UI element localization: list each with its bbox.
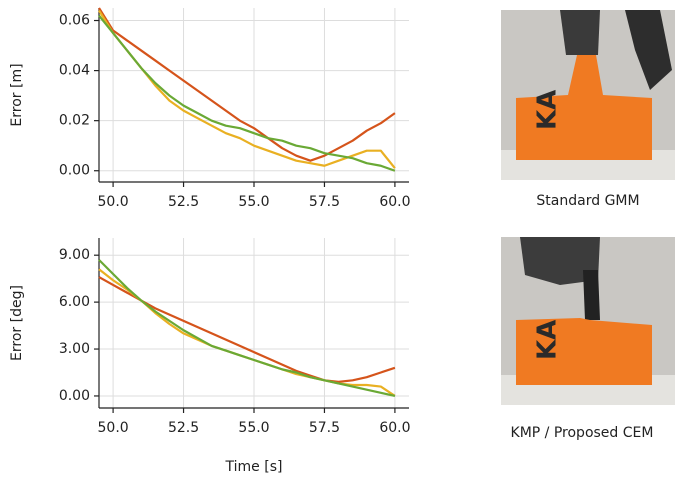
x-tick-label: 57.5 xyxy=(309,194,340,210)
y-tick-label: 9.00 xyxy=(59,247,90,263)
svg-text:KA: KA xyxy=(533,90,563,130)
image-caption: Standard GMM xyxy=(536,193,639,209)
x-tick-label: 55.0 xyxy=(238,194,269,210)
photo-kmp-cem: KA xyxy=(501,237,675,405)
data-line xyxy=(98,268,396,397)
photo-standard-gmm: KA xyxy=(501,10,675,180)
svg-text:KA: KA xyxy=(533,320,563,360)
data-line xyxy=(98,276,396,383)
data-line xyxy=(98,9,396,169)
y-axis-label: Error [deg] xyxy=(9,285,25,361)
x-tick-label: 60.0 xyxy=(379,420,410,436)
y-tick-label: 0.04 xyxy=(59,63,90,79)
y-tick-label: 3.00 xyxy=(59,341,90,357)
x-tick-label: 55.0 xyxy=(238,420,269,436)
data-line xyxy=(98,14,396,172)
y-tick-label: 0.00 xyxy=(59,388,90,404)
x-axis-label: Time [s] xyxy=(225,459,283,475)
y-tick-label: 6.00 xyxy=(59,294,90,310)
y-axis-label: Error [m] xyxy=(9,63,25,126)
y-tick-label: 0.06 xyxy=(59,13,90,29)
x-tick-label: 52.5 xyxy=(168,420,199,436)
x-tick-label: 60.0 xyxy=(379,194,410,210)
x-tick-label: 52.5 xyxy=(168,194,199,210)
y-tick-label: 0.02 xyxy=(59,113,90,129)
x-tick-label: 57.5 xyxy=(309,420,340,436)
x-tick-label: 50.0 xyxy=(98,420,129,436)
y-tick-label: 0.00 xyxy=(59,163,90,179)
data-line xyxy=(98,259,396,398)
image-caption: KMP / Proposed CEM xyxy=(511,425,654,441)
x-tick-label: 50.0 xyxy=(98,194,129,210)
data-line xyxy=(98,7,396,162)
